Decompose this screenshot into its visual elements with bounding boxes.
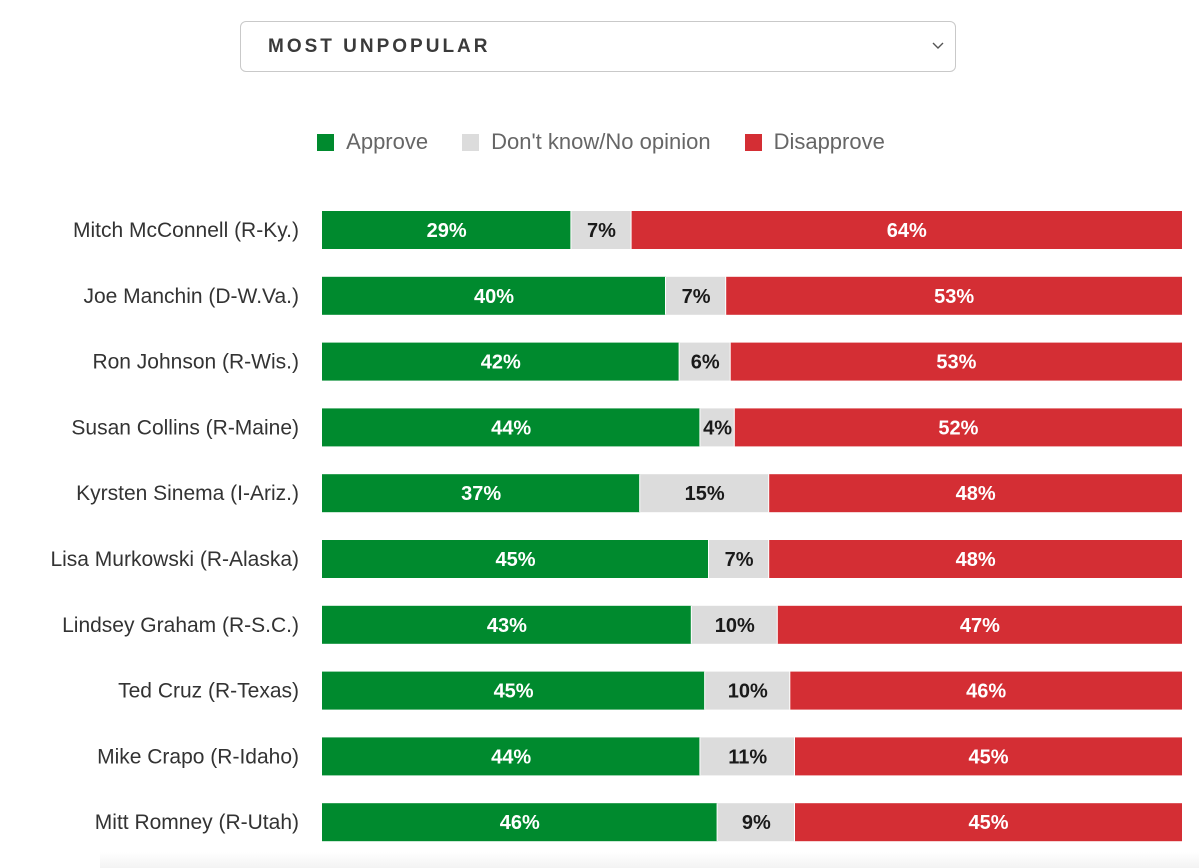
chart-row: Joe Manchin (D-W.Va.) 40% 7% 53%: [83, 276, 1182, 315]
bar-segment-disapprove: [769, 540, 1182, 578]
data-label-disapprove: 53%: [936, 352, 976, 374]
data-label-approve: 44%: [491, 746, 531, 768]
bar-segment-approve: [322, 540, 709, 578]
row-label: Mitt Romney (R-Utah): [95, 811, 299, 834]
bar-segment-neutral: [717, 803, 795, 842]
bar-segment-disapprove: [734, 408, 1182, 447]
bar-segment-neutral: [666, 276, 727, 315]
bar-segment-disapprove: [726, 276, 1182, 315]
data-label-neutral: 10%: [715, 615, 755, 637]
data-label-disapprove: 48%: [956, 483, 996, 505]
data-label-disapprove: 47%: [960, 615, 1000, 637]
data-label-approve: 45%: [494, 681, 534, 703]
bar-segment-neutral: [700, 408, 735, 447]
bar-segment-neutral: [709, 540, 770, 578]
chart-row: Ted Cruz (R-Texas) 45% 10% 46%: [118, 671, 1182, 710]
data-label-neutral: 6%: [691, 352, 720, 374]
data-label-approve: 45%: [495, 549, 535, 571]
row-label: Mike Crapo (R-Idaho): [97, 745, 299, 768]
bar-segment-disapprove: [795, 803, 1182, 842]
bar-segment-neutral: [691, 605, 778, 644]
data-label-disapprove: 46%: [966, 681, 1006, 703]
bar-segment-disapprove: [631, 211, 1182, 249]
data-label-approve: 42%: [481, 352, 521, 374]
row-label: Mitch McConnell (R-Ky.): [73, 219, 299, 242]
chevron-down-icon: [932, 42, 944, 49]
bar-segment-disapprove: [769, 474, 1182, 513]
chart-legend: Approve Don't know/No opinion Disapprove: [0, 129, 1199, 155]
legend-label-disapprove: Disapprove: [773, 129, 885, 154]
legend-item-approve: Approve: [317, 129, 428, 155]
row-label: Kyrsten Sinema (I-Ariz.): [76, 482, 299, 505]
data-label-approve: 43%: [487, 615, 527, 637]
row-label: Lindsey Graham (R-S.C.): [62, 614, 299, 637]
row-label: Lisa Murkowski (R-Alaska): [50, 548, 299, 571]
dropdown-selected-value: MOST UNPOPULAR: [268, 36, 491, 57]
bar-segment-disapprove: [730, 342, 1182, 381]
data-label-disapprove: 45%: [968, 812, 1008, 834]
bar-segment-approve: [322, 342, 680, 381]
bar-segment-approve: [322, 803, 718, 842]
data-label-approve: 37%: [461, 483, 501, 505]
data-label-neutral: 10%: [728, 681, 768, 703]
chart-row: Mitt Romney (R-Utah) 46% 9% 45%: [95, 803, 1182, 842]
bar-segment-approve: [322, 605, 692, 644]
legend-item-disapprove: Disapprove: [744, 129, 885, 155]
data-label-approve: 29%: [427, 220, 467, 242]
data-label-neutral: 15%: [685, 483, 725, 505]
legend-label-neutral: Don't know/No opinion: [491, 129, 711, 154]
chart-row: Susan Collins (R-Maine) 44% 4% 52%: [71, 408, 1182, 447]
data-label-neutral: 4%: [703, 417, 732, 439]
data-label-disapprove: 64%: [887, 220, 927, 242]
row-label: Ted Cruz (R-Texas): [118, 680, 299, 703]
chart-row: Mike Crapo (R-Idaho) 44% 11% 45%: [97, 737, 1182, 776]
bar-segment-approve: [322, 737, 701, 776]
legend-swatch-approve: [317, 133, 335, 151]
data-label-neutral: 7%: [725, 549, 754, 571]
legend-swatch-disapprove: [744, 133, 762, 151]
chart-row: Kyrsten Sinema (I-Ariz.) 37% 15% 48%: [76, 474, 1182, 513]
chart-row: Lindsey Graham (R-S.C.) 43% 10% 47%: [62, 605, 1182, 644]
bar-segment-approve: [322, 671, 706, 710]
bar-segment-disapprove: [777, 605, 1182, 644]
data-label-disapprove: 53%: [934, 286, 974, 308]
bar-segment-approve: [322, 276, 666, 315]
bar-segment-disapprove: [790, 671, 1182, 710]
data-label-disapprove: 52%: [938, 417, 978, 439]
legend-label-approve: Approve: [346, 129, 429, 154]
legend-swatch-neutral: [462, 133, 480, 151]
data-label-approve: 46%: [500, 812, 540, 834]
bar-segment-disapprove: [795, 737, 1182, 776]
data-label-approve: 44%: [491, 417, 531, 439]
bar-segment-approve: [322, 211, 572, 249]
bar-segment-neutral: [705, 671, 791, 710]
bar-segment-neutral: [679, 342, 731, 381]
data-label-neutral: 7%: [682, 286, 711, 308]
data-label-neutral: 7%: [587, 220, 616, 242]
data-label-neutral: 9%: [742, 812, 771, 834]
bar-segment-neutral: [700, 737, 795, 776]
chart-row: Lisa Murkowski (R-Alaska) 45% 7% 48%: [50, 540, 1182, 578]
legend-item-neutral: Don't know/No opinion: [462, 129, 711, 155]
data-label-disapprove: 45%: [968, 746, 1008, 768]
chart-row: Ron Johnson (R-Wis.) 42% 6% 53%: [92, 342, 1182, 381]
data-label-approve: 40%: [474, 286, 514, 308]
bottom-fade: [100, 852, 1199, 868]
chart-row: Mitch McConnell (R-Ky.) 29% 7% 64%: [73, 211, 1182, 249]
bar-segment-neutral: [640, 474, 770, 513]
row-label: Ron Johnson (R-Wis.): [92, 351, 299, 374]
data-label-neutral: 11%: [728, 746, 767, 768]
row-label: Susan Collins (R-Maine): [71, 416, 299, 439]
bar-segment-neutral: [571, 211, 632, 249]
bar-segment-approve: [322, 474, 641, 513]
bar-segment-approve: [322, 408, 701, 447]
data-label-disapprove: 48%: [956, 549, 996, 571]
sort-dropdown[interactable]: MOST UNPOPULAR: [240, 21, 956, 72]
row-label: Joe Manchin (D-W.Va.): [83, 285, 299, 308]
